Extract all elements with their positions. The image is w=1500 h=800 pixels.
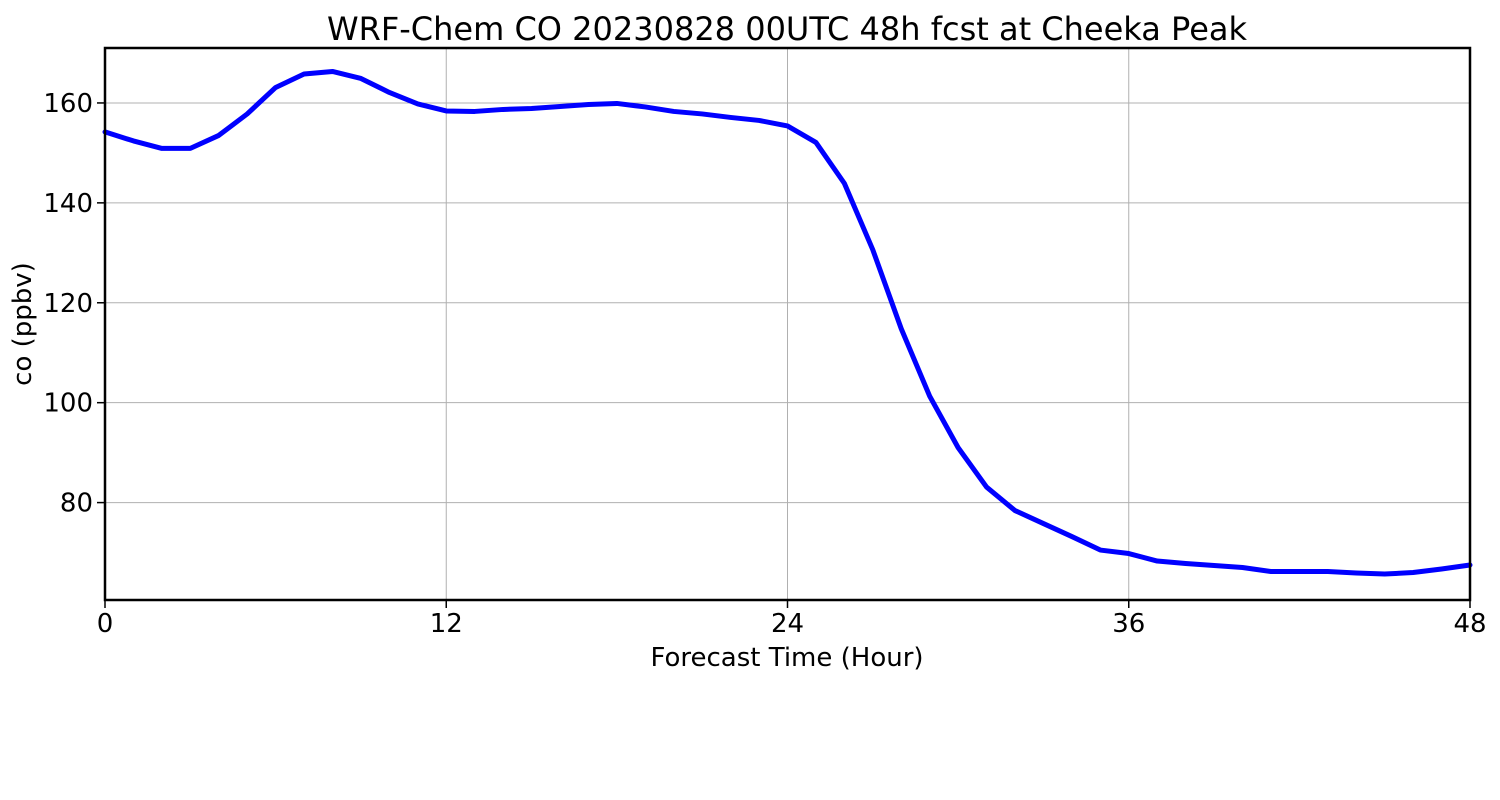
x-tick-label: 24 — [771, 609, 804, 639]
gridlines — [104, 48, 1471, 600]
y-tick-label: 140 — [43, 189, 93, 219]
chart-title: WRF-Chem CO 20230828 00UTC 48h fcst at C… — [327, 10, 1248, 48]
x-tick-label: 36 — [1112, 609, 1145, 639]
x-tick-label: 0 — [97, 609, 114, 639]
y-tick-label: 100 — [43, 389, 93, 419]
x-axis-title: Forecast Time (Hour) — [650, 643, 923, 673]
plot-area-frame — [103, 46, 1472, 602]
x-tick-label: 12 — [430, 609, 463, 639]
y-tick-label: 120 — [43, 289, 93, 319]
axis-ticks: 0 12 24 36 48 80 100 120 140 160 — [43, 89, 1486, 639]
y-axis-title: co (ppbv) — [8, 262, 38, 386]
y-tick-label: 160 — [43, 89, 93, 119]
y-tick-label: 80 — [60, 489, 93, 519]
x-tick-label: 48 — [1453, 609, 1486, 639]
series-line-co — [102, 68, 1473, 577]
